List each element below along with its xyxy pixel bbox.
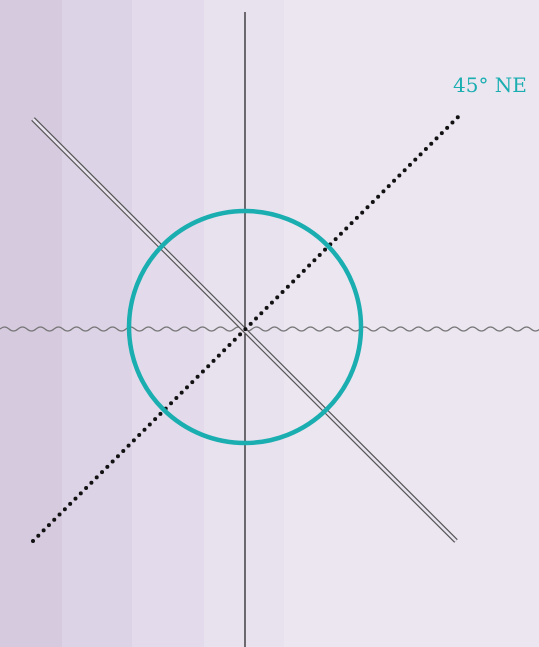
dotted-diagonal-ne <box>31 115 460 543</box>
background-band-3 <box>132 0 204 647</box>
direction-label: 45° NE <box>453 73 527 97</box>
center-circle <box>126 208 364 446</box>
background-band-1 <box>0 0 62 647</box>
background-band-2 <box>62 0 132 647</box>
background-band-5 <box>284 0 539 647</box>
horizontal-wavy-axis <box>0 326 539 332</box>
background-band-4 <box>204 0 284 647</box>
